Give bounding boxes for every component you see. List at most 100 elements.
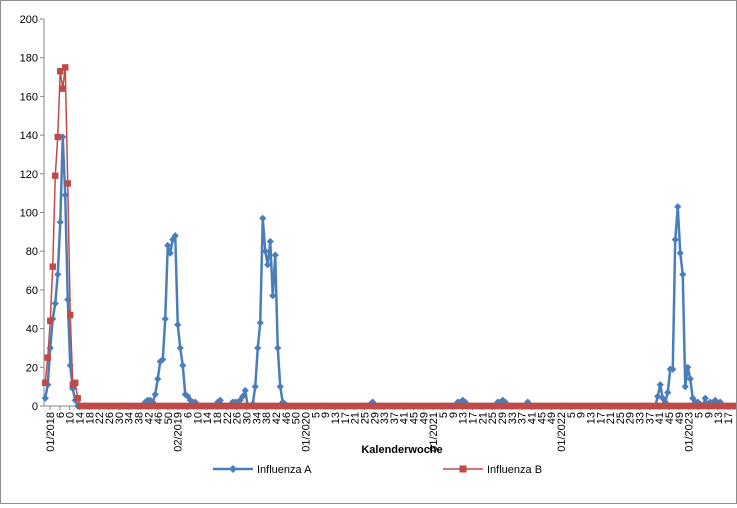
data-point bbox=[69, 384, 77, 393]
y-tick-label: 80 bbox=[26, 246, 38, 258]
x-tick-label: 14 bbox=[202, 412, 214, 424]
x-tick-label: 50 bbox=[291, 412, 303, 424]
x-tick-label: 30 bbox=[242, 412, 254, 424]
x-tick-label: 5 bbox=[438, 412, 450, 418]
y-tick-label: 200 bbox=[20, 14, 38, 26]
x-tick-label: 5 bbox=[310, 412, 322, 418]
x-tick-label: 30 bbox=[114, 412, 126, 424]
x-tick-label: 25 bbox=[615, 412, 627, 424]
y-tick-label: 140 bbox=[20, 130, 38, 142]
data-point bbox=[52, 172, 59, 179]
data-point bbox=[274, 344, 282, 352]
data-point bbox=[44, 354, 51, 361]
x-tick-label: 9 bbox=[448, 412, 460, 418]
x-tick-label: 5 bbox=[694, 412, 706, 418]
legend-label: Influenza B bbox=[487, 464, 542, 476]
x-tick-label: 41 bbox=[654, 412, 666, 424]
data-point bbox=[59, 85, 66, 92]
data-point bbox=[72, 379, 79, 386]
data-point bbox=[732, 402, 737, 410]
x-tick-label: 25 bbox=[359, 412, 371, 424]
x-tick-label: 17 bbox=[723, 412, 735, 424]
data-point bbox=[54, 270, 62, 279]
data-point bbox=[259, 214, 267, 222]
data-point bbox=[61, 191, 69, 199]
data-point bbox=[151, 390, 159, 398]
y-tick-label: 20 bbox=[26, 362, 38, 374]
x-tick-label: 17 bbox=[595, 412, 607, 424]
x-tick-label: 22 bbox=[94, 412, 106, 424]
data-point bbox=[239, 392, 247, 400]
data-point bbox=[176, 344, 184, 352]
data-point bbox=[67, 311, 74, 319]
data-point bbox=[676, 249, 684, 257]
data-point bbox=[49, 263, 56, 270]
x-tick-label: 50 bbox=[163, 412, 175, 424]
x-tick-label: 45 bbox=[664, 412, 676, 424]
x-tick-label: 37 bbox=[517, 412, 529, 424]
data-point bbox=[64, 180, 71, 187]
x-tick-label: 42 bbox=[271, 412, 283, 424]
data-point bbox=[241, 386, 249, 395]
x-tick-label: 46 bbox=[281, 412, 293, 424]
x-tick-label: 49 bbox=[674, 412, 686, 424]
data-point bbox=[254, 344, 262, 352]
x-tick-label: 26 bbox=[232, 412, 244, 424]
x-tick-label: 26 bbox=[104, 412, 116, 424]
data-point bbox=[266, 237, 274, 246]
y-tick-label: 180 bbox=[20, 53, 38, 65]
data-point bbox=[261, 247, 269, 255]
data-point bbox=[51, 299, 59, 308]
x-tick-label: 49 bbox=[418, 412, 430, 424]
x-tick-label: 45 bbox=[536, 412, 548, 424]
x-tick-label: 18 bbox=[84, 412, 96, 424]
series-line bbox=[44, 66, 737, 407]
legend-item: Influenza B bbox=[443, 464, 542, 476]
x-tick-label: 13 bbox=[458, 412, 470, 424]
legend-item: Influenza A bbox=[213, 464, 312, 476]
data-point bbox=[64, 295, 72, 304]
series-line bbox=[44, 135, 733, 408]
data-point bbox=[74, 395, 81, 402]
series-influenza-a bbox=[41, 133, 737, 410]
x-tick-label: 22 bbox=[222, 412, 234, 424]
x-tick-label: 49 bbox=[546, 412, 558, 424]
data-point bbox=[271, 251, 279, 259]
x-tick-label: 13 bbox=[585, 412, 597, 424]
legend-marker bbox=[229, 465, 237, 473]
series-influenza-b bbox=[42, 64, 737, 410]
data-point bbox=[42, 379, 49, 386]
x-tick-label: 6 bbox=[55, 412, 67, 418]
data-point bbox=[57, 68, 64, 75]
x-tick-label: 41 bbox=[399, 412, 411, 424]
series-layer bbox=[41, 64, 737, 410]
x-tick-label: 01/2020 bbox=[300, 412, 312, 452]
data-point bbox=[54, 133, 61, 141]
y-tick-label: 160 bbox=[20, 91, 38, 103]
x-tick-label: 33 bbox=[635, 412, 647, 424]
legend: Influenza A Influenza B bbox=[213, 464, 542, 476]
x-tick-label: 41 bbox=[526, 412, 538, 424]
data-point bbox=[674, 203, 682, 211]
data-point bbox=[164, 241, 172, 249]
x-tick-label: 46 bbox=[153, 412, 165, 424]
data-point bbox=[671, 235, 679, 244]
x-tick-label: 9 bbox=[320, 412, 332, 418]
x-tick-label: 01/2023 bbox=[684, 412, 696, 452]
data-point bbox=[684, 363, 692, 371]
y-tick-label: 40 bbox=[26, 324, 38, 336]
data-point bbox=[251, 383, 259, 391]
x-tick-label: 13 bbox=[330, 412, 342, 424]
x-tick-label: 25 bbox=[487, 412, 499, 424]
data-point bbox=[179, 361, 187, 369]
x-tick-label: 21 bbox=[605, 412, 617, 424]
x-tick-label: 01/2022 bbox=[556, 412, 568, 452]
data-point bbox=[264, 261, 272, 269]
x-tick-label: 14 bbox=[74, 412, 86, 424]
data-point bbox=[154, 375, 162, 383]
data-point bbox=[161, 315, 169, 323]
x-tick-label: 42 bbox=[143, 412, 155, 424]
y-tick-label: 120 bbox=[20, 169, 38, 181]
